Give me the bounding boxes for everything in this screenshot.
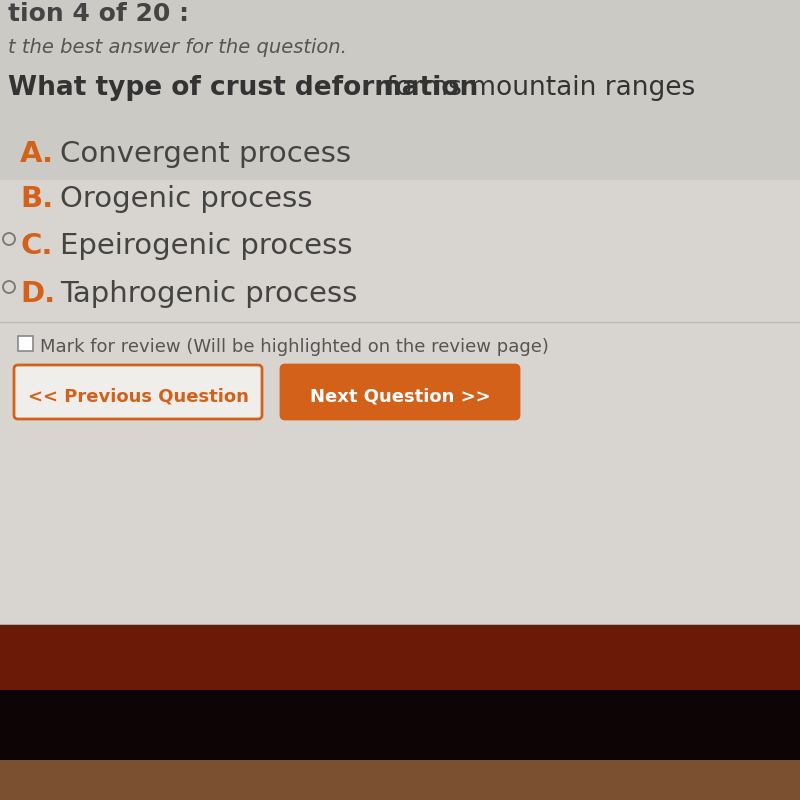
FancyBboxPatch shape — [18, 336, 33, 351]
Text: << Previous Question: << Previous Question — [27, 387, 249, 405]
Text: tion 4 of 20 :: tion 4 of 20 : — [8, 2, 189, 26]
FancyBboxPatch shape — [0, 624, 800, 625]
Text: What type of crust deformation: What type of crust deformation — [8, 75, 478, 101]
Text: Convergent process: Convergent process — [60, 140, 351, 168]
FancyBboxPatch shape — [14, 365, 262, 419]
FancyBboxPatch shape — [0, 690, 800, 760]
Text: t the best answer for the question.: t the best answer for the question. — [8, 38, 347, 57]
Text: Orogenic process: Orogenic process — [60, 185, 313, 213]
FancyBboxPatch shape — [0, 0, 800, 625]
Text: Next Question >>: Next Question >> — [310, 387, 490, 405]
Text: C.: C. — [20, 232, 53, 260]
Text: Taphrogenic process: Taphrogenic process — [60, 280, 358, 308]
FancyBboxPatch shape — [281, 365, 519, 419]
Text: B.: B. — [20, 185, 54, 213]
Text: Epeirogenic process: Epeirogenic process — [60, 232, 353, 260]
Text: D.: D. — [20, 280, 55, 308]
Text: Mark for review (Will be highlighted on the review page): Mark for review (Will be highlighted on … — [40, 338, 549, 356]
FancyBboxPatch shape — [0, 625, 800, 690]
Text: forms mountain ranges: forms mountain ranges — [378, 75, 695, 101]
Text: A.: A. — [20, 140, 54, 168]
FancyBboxPatch shape — [0, 760, 800, 800]
FancyBboxPatch shape — [0, 0, 800, 180]
